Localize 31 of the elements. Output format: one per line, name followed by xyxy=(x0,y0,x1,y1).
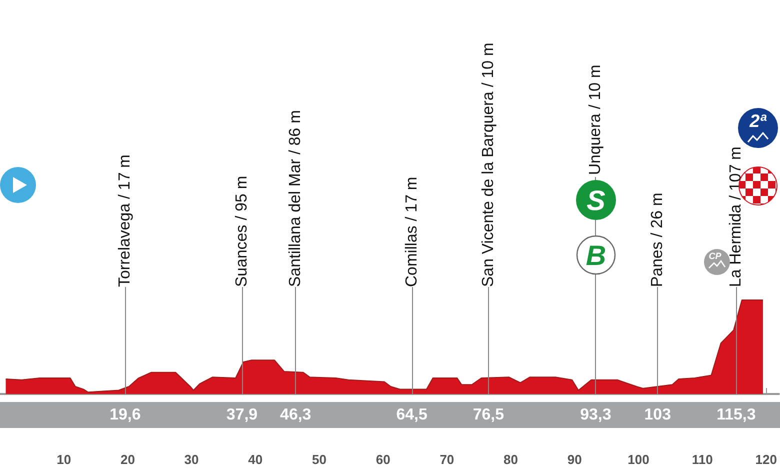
x-tick-label: 100 xyxy=(628,452,650,467)
x-tick-label: 70 xyxy=(440,452,454,467)
ref-line-label: Suances / 95 m xyxy=(233,176,250,287)
x-tick-label: 20 xyxy=(120,452,135,467)
x-tick-label: 60 xyxy=(376,452,390,467)
ref-line-label: Comillas / 17 m xyxy=(403,176,420,287)
text: 37,9 xyxy=(226,406,258,424)
ref-line-label: Torrelavega / 17 m xyxy=(116,154,134,287)
climb-icon: 2ª xyxy=(737,107,779,149)
x-tick-label: 90 xyxy=(567,452,582,467)
ref-line-label: San Vicente de la Barquera / 10 m xyxy=(480,42,497,287)
text: 64,5 xyxy=(396,406,428,424)
mountain-icon: CP xyxy=(702,248,731,276)
ref-line-label: Santillana del Mar / 86 m xyxy=(287,110,304,287)
x-tick-label: 40 xyxy=(248,452,263,467)
bonus-icon: B xyxy=(574,234,617,276)
x-tick-label: 50 xyxy=(312,452,326,467)
x-tick-label: 10 xyxy=(56,452,72,467)
ref-line-label: Panes / 26 m xyxy=(649,192,666,287)
x-tick-label: 30 xyxy=(184,452,199,467)
text: 46,3 xyxy=(280,406,312,424)
text: 103 xyxy=(644,406,672,424)
sprint-icon: S xyxy=(574,179,617,221)
text: 115,3 xyxy=(716,406,756,424)
text: 19,6 xyxy=(110,406,141,424)
ref-line-label: Unquera / 10 m xyxy=(587,64,604,175)
x-tick-label: 80 xyxy=(504,452,518,467)
x-tick-label: 110 xyxy=(692,452,713,467)
text: 93,3 xyxy=(580,406,612,424)
text: 76,5 xyxy=(472,406,504,424)
x-tick-label: 120 xyxy=(755,452,778,467)
